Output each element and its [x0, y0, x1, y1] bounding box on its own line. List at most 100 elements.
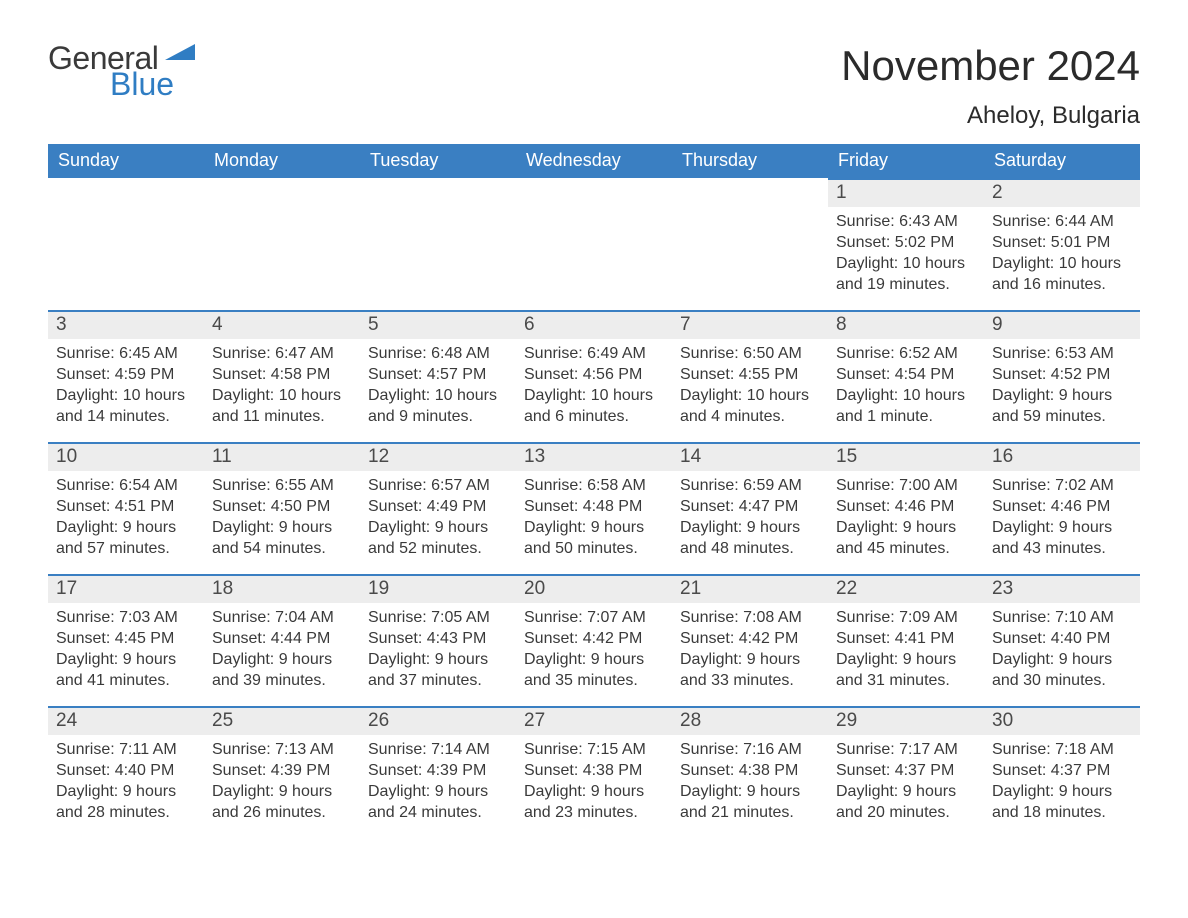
day-body: Sunrise: 6:47 AMSunset: 4:58 PMDaylight:…: [204, 339, 360, 433]
day-wrap: 2Sunrise: 6:44 AMSunset: 5:01 PMDaylight…: [984, 178, 1140, 301]
sunset-line: Sunset: 5:01 PM: [992, 232, 1132, 253]
day-body: Sunrise: 6:52 AMSunset: 4:54 PMDaylight:…: [828, 339, 984, 433]
sunset-line: Sunset: 4:46 PM: [836, 496, 976, 517]
day-body: Sunrise: 6:54 AMSunset: 4:51 PMDaylight:…: [48, 471, 204, 565]
sunset-line: Sunset: 4:56 PM: [524, 364, 664, 385]
sunrise-line: Sunrise: 6:55 AM: [212, 475, 352, 496]
day-body: Sunrise: 6:50 AMSunset: 4:55 PMDaylight:…: [672, 339, 828, 433]
sunset-line: Sunset: 4:38 PM: [680, 760, 820, 781]
daylight-line: Daylight: 9 hours and 33 minutes.: [680, 649, 820, 691]
calendar-week-row: 10Sunrise: 6:54 AMSunset: 4:51 PMDayligh…: [48, 442, 1140, 574]
day-wrap: 3Sunrise: 6:45 AMSunset: 4:59 PMDaylight…: [48, 310, 204, 433]
brand-word2: Blue: [110, 66, 174, 102]
sunrise-line: Sunrise: 6:47 AM: [212, 343, 352, 364]
day-number: 1: [828, 180, 984, 207]
day-body: Sunrise: 7:18 AMSunset: 4:37 PMDaylight:…: [984, 735, 1140, 829]
sunset-line: Sunset: 4:37 PM: [992, 760, 1132, 781]
calendar-day-cell: 15Sunrise: 7:00 AMSunset: 4:46 PMDayligh…: [828, 442, 984, 574]
title-block: November 2024 Aheloy, Bulgaria: [841, 42, 1140, 130]
day-wrap: 12Sunrise: 6:57 AMSunset: 4:49 PMDayligh…: [360, 442, 516, 565]
calendar-day-cell: 1Sunrise: 6:43 AMSunset: 5:02 PMDaylight…: [828, 178, 984, 310]
calendar-day-cell: 12Sunrise: 6:57 AMSunset: 4:49 PMDayligh…: [360, 442, 516, 574]
day-wrap: 21Sunrise: 7:08 AMSunset: 4:42 PMDayligh…: [672, 574, 828, 697]
daylight-line: Daylight: 9 hours and 31 minutes.: [836, 649, 976, 691]
day-wrap: 4Sunrise: 6:47 AMSunset: 4:58 PMDaylight…: [204, 310, 360, 433]
calendar-table: SundayMondayTuesdayWednesdayThursdayFrid…: [48, 144, 1140, 838]
day-number: 19: [360, 576, 516, 603]
day-wrap: 28Sunrise: 7:16 AMSunset: 4:38 PMDayligh…: [672, 706, 828, 829]
day-body: Sunrise: 7:00 AMSunset: 4:46 PMDaylight:…: [828, 471, 984, 565]
sunset-line: Sunset: 4:43 PM: [368, 628, 508, 649]
sunset-line: Sunset: 4:50 PM: [212, 496, 352, 517]
day-number: 11: [204, 444, 360, 471]
daylight-line: Daylight: 9 hours and 26 minutes.: [212, 781, 352, 823]
daylight-line: Daylight: 9 hours and 37 minutes.: [368, 649, 508, 691]
day-number: 2: [984, 180, 1140, 207]
sunrise-line: Sunrise: 6:48 AM: [368, 343, 508, 364]
day-number: 30: [984, 708, 1140, 735]
daylight-line: Daylight: 9 hours and 48 minutes.: [680, 517, 820, 559]
calendar-day-cell: 6Sunrise: 6:49 AMSunset: 4:56 PMDaylight…: [516, 310, 672, 442]
sunset-line: Sunset: 4:59 PM: [56, 364, 196, 385]
day-body: Sunrise: 6:45 AMSunset: 4:59 PMDaylight:…: [48, 339, 204, 433]
calendar-day-cell: 9Sunrise: 6:53 AMSunset: 4:52 PMDaylight…: [984, 310, 1140, 442]
day-body: Sunrise: 7:02 AMSunset: 4:46 PMDaylight:…: [984, 471, 1140, 565]
calendar-day-cell: 16Sunrise: 7:02 AMSunset: 4:46 PMDayligh…: [984, 442, 1140, 574]
daylight-line: Daylight: 10 hours and 19 minutes.: [836, 253, 976, 295]
day-wrap: 14Sunrise: 6:59 AMSunset: 4:47 PMDayligh…: [672, 442, 828, 565]
calendar-day-cell: 29Sunrise: 7:17 AMSunset: 4:37 PMDayligh…: [828, 706, 984, 838]
daylight-line: Daylight: 9 hours and 54 minutes.: [212, 517, 352, 559]
calendar-body: 1Sunrise: 6:43 AMSunset: 5:02 PMDaylight…: [48, 178, 1140, 838]
sunrise-line: Sunrise: 6:58 AM: [524, 475, 664, 496]
calendar-day-cell: 10Sunrise: 6:54 AMSunset: 4:51 PMDayligh…: [48, 442, 204, 574]
calendar-empty-cell: [672, 178, 828, 310]
day-body: Sunrise: 7:17 AMSunset: 4:37 PMDaylight:…: [828, 735, 984, 829]
daylight-line: Daylight: 9 hours and 24 minutes.: [368, 781, 508, 823]
day-body: Sunrise: 7:15 AMSunset: 4:38 PMDaylight:…: [516, 735, 672, 829]
day-number: 13: [516, 444, 672, 471]
sunrise-line: Sunrise: 6:52 AM: [836, 343, 976, 364]
day-number: 17: [48, 576, 204, 603]
sunrise-line: Sunrise: 6:49 AM: [524, 343, 664, 364]
sunset-line: Sunset: 4:45 PM: [56, 628, 196, 649]
calendar-thead: SundayMondayTuesdayWednesdayThursdayFrid…: [48, 144, 1140, 178]
weekday-header-row: SundayMondayTuesdayWednesdayThursdayFrid…: [48, 144, 1140, 178]
weekday-header: Sunday: [48, 144, 204, 178]
daylight-line: Daylight: 9 hours and 30 minutes.: [992, 649, 1132, 691]
calendar-day-cell: 23Sunrise: 7:10 AMSunset: 4:40 PMDayligh…: [984, 574, 1140, 706]
sunrise-line: Sunrise: 6:43 AM: [836, 211, 976, 232]
sunset-line: Sunset: 4:40 PM: [56, 760, 196, 781]
day-wrap: 25Sunrise: 7:13 AMSunset: 4:39 PMDayligh…: [204, 706, 360, 829]
day-body: Sunrise: 6:43 AMSunset: 5:02 PMDaylight:…: [828, 207, 984, 301]
daylight-line: Daylight: 9 hours and 35 minutes.: [524, 649, 664, 691]
day-wrap: 1Sunrise: 6:43 AMSunset: 5:02 PMDaylight…: [828, 178, 984, 301]
day-wrap: 24Sunrise: 7:11 AMSunset: 4:40 PMDayligh…: [48, 706, 204, 829]
day-wrap: 10Sunrise: 6:54 AMSunset: 4:51 PMDayligh…: [48, 442, 204, 565]
day-number: 28: [672, 708, 828, 735]
sunrise-line: Sunrise: 6:53 AM: [992, 343, 1132, 364]
calendar-day-cell: 19Sunrise: 7:05 AMSunset: 4:43 PMDayligh…: [360, 574, 516, 706]
sunrise-line: Sunrise: 6:50 AM: [680, 343, 820, 364]
day-body: Sunrise: 6:44 AMSunset: 5:01 PMDaylight:…: [984, 207, 1140, 301]
day-number: 12: [360, 444, 516, 471]
day-number: 21: [672, 576, 828, 603]
calendar-day-cell: 30Sunrise: 7:18 AMSunset: 4:37 PMDayligh…: [984, 706, 1140, 838]
calendar-day-cell: 4Sunrise: 6:47 AMSunset: 4:58 PMDaylight…: [204, 310, 360, 442]
daylight-line: Daylight: 9 hours and 39 minutes.: [212, 649, 352, 691]
daylight-line: Daylight: 9 hours and 52 minutes.: [368, 517, 508, 559]
brand-text: General Blue: [48, 42, 195, 106]
day-wrap: 26Sunrise: 7:14 AMSunset: 4:39 PMDayligh…: [360, 706, 516, 829]
weekday-header: Monday: [204, 144, 360, 178]
day-wrap: 13Sunrise: 6:58 AMSunset: 4:48 PMDayligh…: [516, 442, 672, 565]
sunset-line: Sunset: 4:47 PM: [680, 496, 820, 517]
sunrise-line: Sunrise: 6:54 AM: [56, 475, 196, 496]
calendar-day-cell: 7Sunrise: 6:50 AMSunset: 4:55 PMDaylight…: [672, 310, 828, 442]
day-number: 23: [984, 576, 1140, 603]
weekday-header: Tuesday: [360, 144, 516, 178]
calendar-day-cell: 13Sunrise: 6:58 AMSunset: 4:48 PMDayligh…: [516, 442, 672, 574]
calendar-week-row: 3Sunrise: 6:45 AMSunset: 4:59 PMDaylight…: [48, 310, 1140, 442]
day-wrap: 22Sunrise: 7:09 AMSunset: 4:41 PMDayligh…: [828, 574, 984, 697]
day-wrap: 18Sunrise: 7:04 AMSunset: 4:44 PMDayligh…: [204, 574, 360, 697]
day-number: 4: [204, 312, 360, 339]
day-body: Sunrise: 6:48 AMSunset: 4:57 PMDaylight:…: [360, 339, 516, 433]
